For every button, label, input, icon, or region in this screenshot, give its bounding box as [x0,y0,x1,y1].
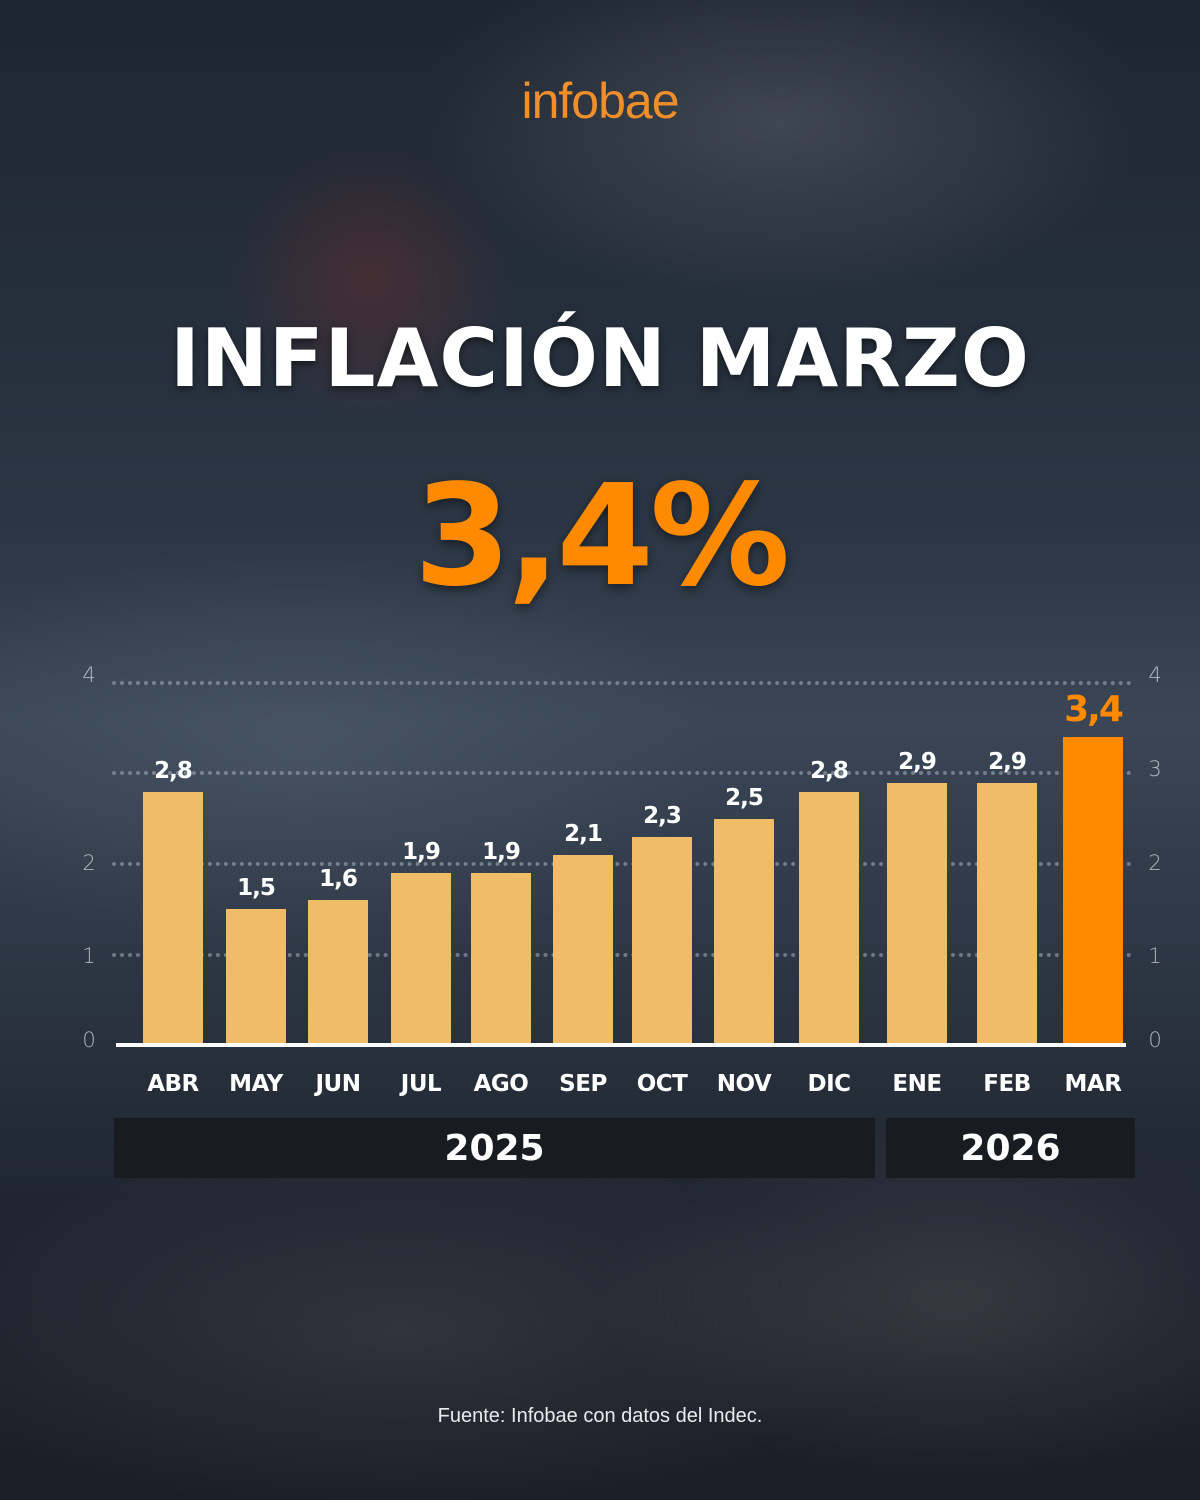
bar-value-label: 2,9 [898,749,937,775]
bar-nov [714,819,774,1045]
bar-value-label: 2,8 [154,758,193,784]
x-axis-label: JUL [400,1071,442,1097]
y-tick-right-3: 3 [1148,757,1162,781]
bar-ago [471,873,531,1045]
gridline-2 [112,862,1132,866]
gridline-4 [112,681,1132,685]
y-tick-right-0: 0 [1148,1028,1162,1052]
bar-sep [553,855,613,1045]
bar-value-label: 2,1 [564,821,603,847]
bar-value-label: 1,9 [482,839,521,865]
x-axis-label: SEP [559,1071,607,1097]
gridline-1 [112,953,1132,957]
x-axis-label: FEB [983,1071,1031,1097]
bar-may [226,909,286,1045]
y-tick-left-1: 1 [82,944,96,968]
bar-feb [977,783,1037,1045]
year-label-2025: 2025 [444,1127,545,1169]
bar-ene [887,783,947,1045]
bar-value-label: 1,6 [319,866,358,892]
bar-value-label: 2,3 [643,803,682,829]
bar-oct [632,837,692,1045]
year-label-2026: 2026 [960,1127,1061,1169]
bar-dic [799,792,859,1045]
headline-value: 3,4% [413,455,790,618]
infobae-logo: infobae [521,73,679,129]
x-axis-label: ABR [147,1071,199,1097]
y-tick-right-1: 1 [1148,944,1162,968]
x-axis-label: MAY [229,1071,283,1097]
source-note: Fuente: Infobae con datos del Indec. [437,1405,763,1427]
y-tick-left-0: 0 [82,1028,96,1052]
x-axis-label: NOV [716,1071,772,1097]
year-band-2025: 2025 [114,1118,875,1178]
bar-jul [391,873,451,1045]
y-tick-right-4: 4 [1148,663,1162,687]
bar-chart: 4 2 1 0 4 3 2 1 0 2,8 ABR 1,5 MAY 1,6 JUN 1,9 J… [82,663,1162,1178]
bar-jun [308,900,368,1045]
x-axis-label: ENE [892,1071,942,1097]
bar-value-label: 2,8 [810,758,849,784]
page-title: INFLACIÓN MARZO [170,312,1030,405]
bar-value-label: 2,5 [725,785,764,811]
x-axis-label: AGO [473,1071,529,1097]
x-axis-label: DIC [807,1071,851,1097]
y-tick-left-4: 4 [82,663,96,687]
bar-value-label: 1,9 [402,839,441,865]
x-axis-baseline [116,1043,1126,1047]
bar-value-label: 2,9 [988,749,1027,775]
y-tick-left-2: 2 [82,851,96,875]
x-axis-label: JUN [315,1071,361,1097]
bar-abr [143,792,203,1045]
year-band-2026: 2026 [886,1118,1135,1178]
x-axis-label: MAR [1064,1071,1122,1097]
bar-value-label: 1,5 [237,875,276,901]
bar-mar [1063,737,1123,1045]
x-axis-label: OCT [636,1071,688,1097]
y-tick-right-2: 2 [1148,851,1162,875]
bar-value-label: 3,4 [1064,689,1124,730]
gridline-3 [112,771,1132,775]
